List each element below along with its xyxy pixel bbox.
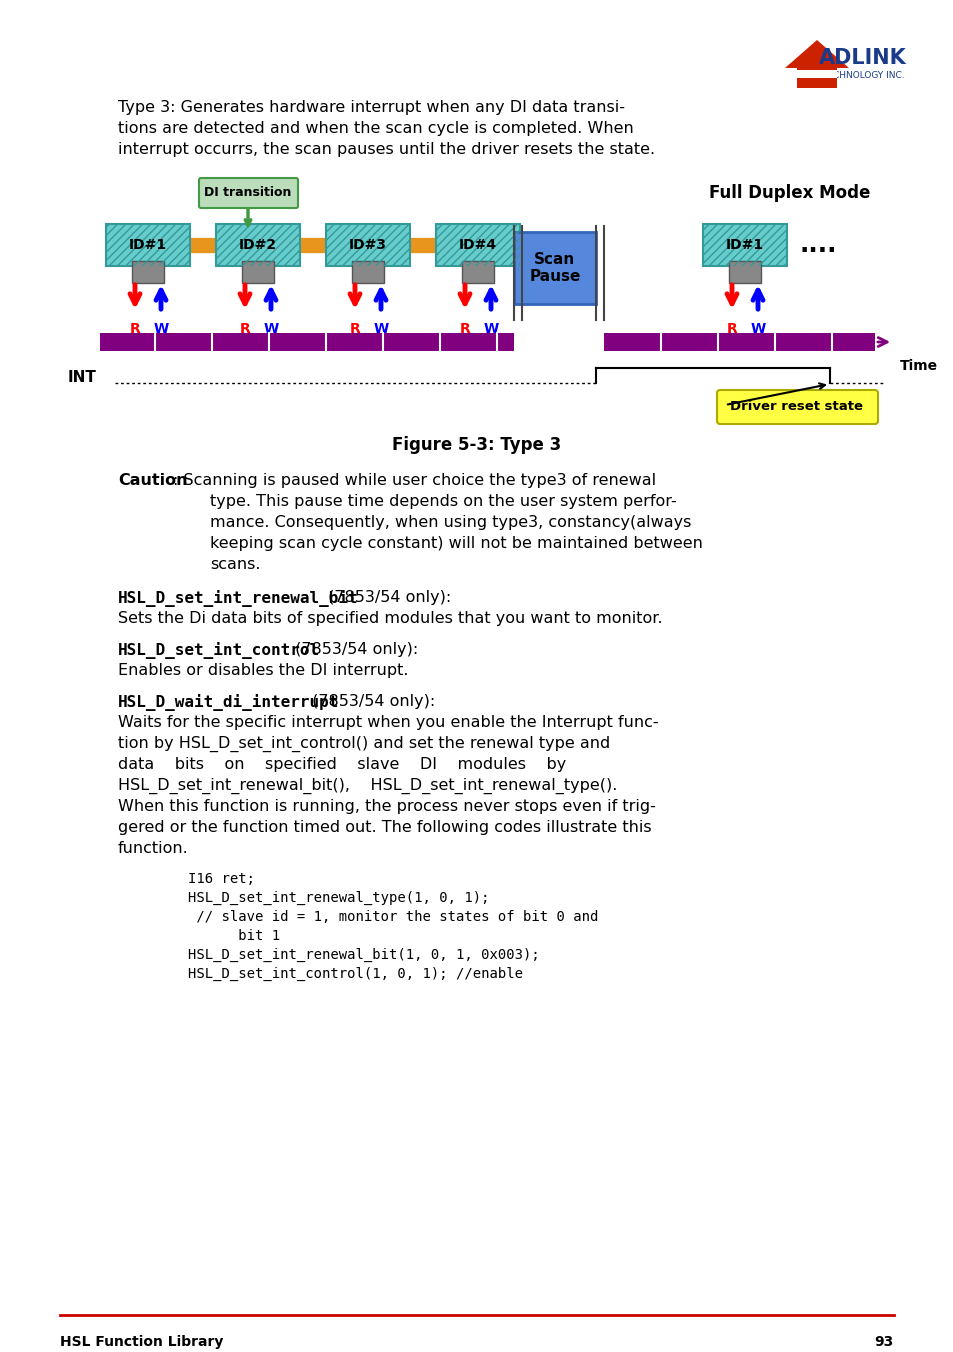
Text: R: R xyxy=(130,322,140,337)
Text: Driver reset state: Driver reset state xyxy=(730,400,862,414)
Text: tion by HSL_D_set_int_control() and set the renewal type and: tion by HSL_D_set_int_control() and set … xyxy=(118,735,610,752)
Text: Caution: Caution xyxy=(118,473,188,488)
Bar xyxy=(242,261,274,283)
Text: 93: 93 xyxy=(874,1334,893,1349)
Text: Full Duplex Mode: Full Duplex Mode xyxy=(709,184,870,201)
Text: W: W xyxy=(483,322,498,337)
Bar xyxy=(436,224,519,266)
Text: Enables or disables the DI interrupt.: Enables or disables the DI interrupt. xyxy=(118,662,408,677)
Bar xyxy=(326,224,410,266)
Bar xyxy=(514,233,596,304)
Text: ID#2: ID#2 xyxy=(238,238,276,251)
Text: (7853/54 only):: (7853/54 only): xyxy=(323,589,451,604)
Text: HSL_D_set_int_renewal_bit(1, 0, 1, 0x003);: HSL_D_set_int_renewal_bit(1, 0, 1, 0x003… xyxy=(188,948,539,963)
FancyBboxPatch shape xyxy=(199,178,297,208)
Bar xyxy=(702,224,786,266)
Text: R: R xyxy=(239,322,250,337)
Text: Scan
Pause: Scan Pause xyxy=(529,251,580,284)
Bar xyxy=(215,224,299,266)
Text: HSL_D_set_int_renewal_bit: HSL_D_set_int_renewal_bit xyxy=(118,589,358,607)
Text: HSL_D_wait_di_interrupt: HSL_D_wait_di_interrupt xyxy=(118,694,339,711)
Text: HSL Function Library: HSL Function Library xyxy=(60,1334,223,1349)
Text: data    bits    on    specified    slave    DI    modules    by: data bits on specified slave DI modules … xyxy=(118,757,566,772)
Text: ID#1: ID#1 xyxy=(129,238,167,251)
Bar xyxy=(106,224,190,266)
Text: tions are detected and when the scan cycle is completed. When: tions are detected and when the scan cyc… xyxy=(118,120,633,137)
Text: INT: INT xyxy=(68,370,97,385)
Text: R: R xyxy=(349,322,360,337)
Text: W: W xyxy=(750,322,765,337)
Bar xyxy=(436,224,519,266)
Bar xyxy=(100,333,514,352)
Bar xyxy=(461,261,494,283)
Text: type. This pause time depends on the user system perfor-: type. This pause time depends on the use… xyxy=(210,493,676,508)
Text: Figure 5-3: Type 3: Figure 5-3: Type 3 xyxy=(392,435,561,454)
Text: HSL_D_set_int_control: HSL_D_set_int_control xyxy=(118,642,320,658)
Bar xyxy=(603,333,874,352)
Text: ....: .... xyxy=(800,233,837,257)
Bar xyxy=(352,261,384,283)
Text: Waits for the specific interrupt when you enable the Interrupt func-: Waits for the specific interrupt when yo… xyxy=(118,715,658,730)
Text: Type 3: Generates hardware interrupt when any DI data transi-: Type 3: Generates hardware interrupt whe… xyxy=(118,100,624,115)
Text: R: R xyxy=(726,322,737,337)
Bar xyxy=(702,224,786,266)
FancyBboxPatch shape xyxy=(717,389,877,425)
Text: mance. Consequently, when using type3, constancy(always: mance. Consequently, when using type3, c… xyxy=(210,515,691,530)
Text: bit 1: bit 1 xyxy=(188,929,280,942)
Text: ID#3: ID#3 xyxy=(349,238,387,251)
Text: scans.: scans. xyxy=(210,557,260,572)
Polygon shape xyxy=(784,41,848,88)
Text: ADLINK: ADLINK xyxy=(819,49,906,68)
Text: ID#4: ID#4 xyxy=(458,238,497,251)
Text: DI transition: DI transition xyxy=(204,187,292,200)
Text: ID#1: ID#1 xyxy=(725,238,763,251)
Polygon shape xyxy=(796,70,836,78)
Bar xyxy=(326,224,410,266)
Text: Time: Time xyxy=(899,360,937,373)
Text: HSL_D_set_int_renewal_type(1, 0, 1);: HSL_D_set_int_renewal_type(1, 0, 1); xyxy=(188,891,489,904)
Text: (7853/54 only):: (7853/54 only): xyxy=(306,694,435,708)
Text: (7853/54 only):: (7853/54 only): xyxy=(290,642,418,657)
Bar xyxy=(132,261,164,283)
Text: // slave id = 1, monitor the states of bit 0 and: // slave id = 1, monitor the states of b… xyxy=(188,910,598,923)
Text: : Scanning is paused while user choice the type3 of renewal: : Scanning is paused while user choice t… xyxy=(172,473,656,488)
Text: keeping scan cycle constant) will not be maintained between: keeping scan cycle constant) will not be… xyxy=(210,535,702,552)
Text: When this function is running, the process never stops even if trig-: When this function is running, the proce… xyxy=(118,799,656,814)
Text: TECHNOLOGY INC.: TECHNOLOGY INC. xyxy=(821,70,903,80)
Text: Sets the Di data bits of specified modules that you want to monitor.: Sets the Di data bits of specified modul… xyxy=(118,611,662,626)
Text: I16 ret;: I16 ret; xyxy=(188,872,254,886)
Text: interrupt occurrs, the scan pauses until the driver resets the state.: interrupt occurrs, the scan pauses until… xyxy=(118,142,655,157)
Text: HSL_D_set_int_control(1, 0, 1); //enable: HSL_D_set_int_control(1, 0, 1); //enable xyxy=(188,967,522,982)
Text: HSL_D_set_int_renewal_bit(),    HSL_D_set_int_renewal_type().: HSL_D_set_int_renewal_bit(), HSL_D_set_i… xyxy=(118,777,617,794)
Text: W: W xyxy=(373,322,388,337)
Text: R: R xyxy=(459,322,470,337)
Text: W: W xyxy=(263,322,278,337)
Text: W: W xyxy=(153,322,169,337)
Text: gered or the function timed out. The following codes illustrate this: gered or the function timed out. The fol… xyxy=(118,821,651,836)
Text: function.: function. xyxy=(118,841,189,856)
Bar xyxy=(728,261,760,283)
Bar xyxy=(106,224,190,266)
Bar xyxy=(215,224,299,266)
